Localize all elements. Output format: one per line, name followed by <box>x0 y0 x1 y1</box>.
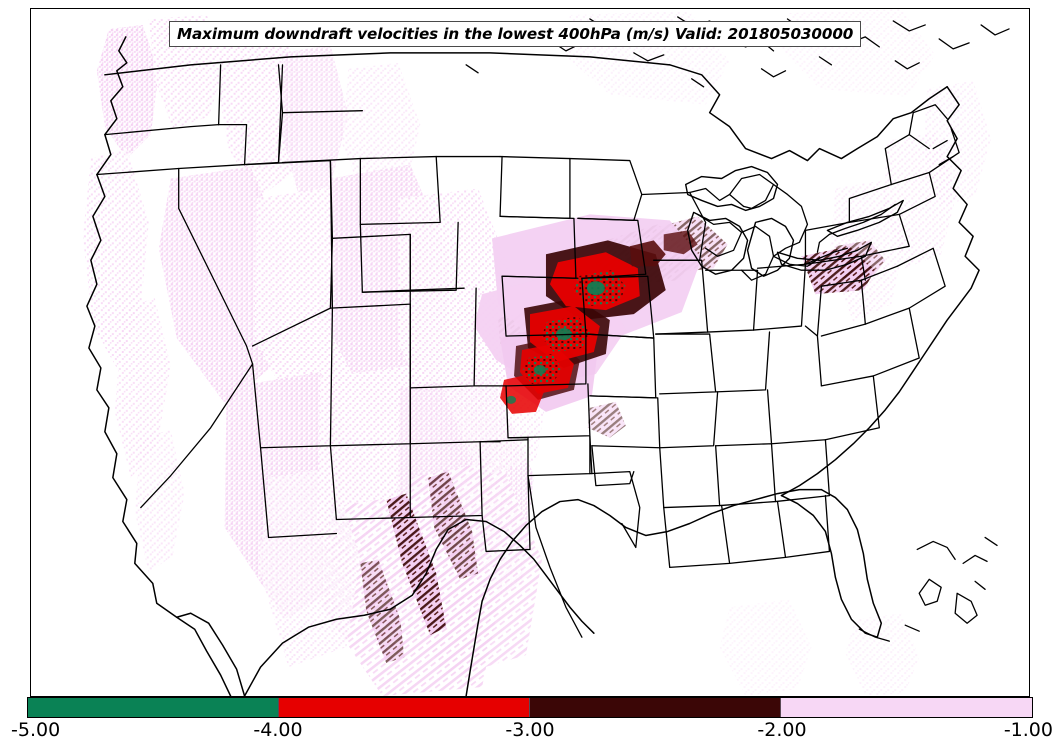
colorbar <box>27 697 1033 718</box>
colorbar-segment-red <box>278 698 530 717</box>
map-panel: Maximum downdraft velocities in the lowe… <box>30 8 1030 697</box>
colorbar-segment-green <box>28 698 279 717</box>
plot-title: Maximum downdraft velocities in the lowe… <box>177 25 854 43</box>
colorbar-tick-1: -4.00 <box>253 719 303 741</box>
map-geography <box>86 16 1010 696</box>
map-svg <box>31 9 1029 696</box>
colorbar-tick-0: -5.00 <box>11 719 61 741</box>
plot-title-box: Maximum downdraft velocities in the lowe… <box>169 21 862 47</box>
colorbar-tick-2: -3.00 <box>505 719 555 741</box>
colorbar-gradient <box>27 697 1033 718</box>
colorbar-tick-4: -1.00 <box>1003 719 1053 741</box>
colorbar-segment-light-pink <box>781 698 1032 717</box>
colorbar-tick-3: -2.00 <box>757 719 807 741</box>
colorbar-tick-labels: -5.00 -4.00 -3.00 -2.00 -1.00 <box>0 719 1060 745</box>
colorbar-segment-dark-maroon <box>529 698 782 717</box>
